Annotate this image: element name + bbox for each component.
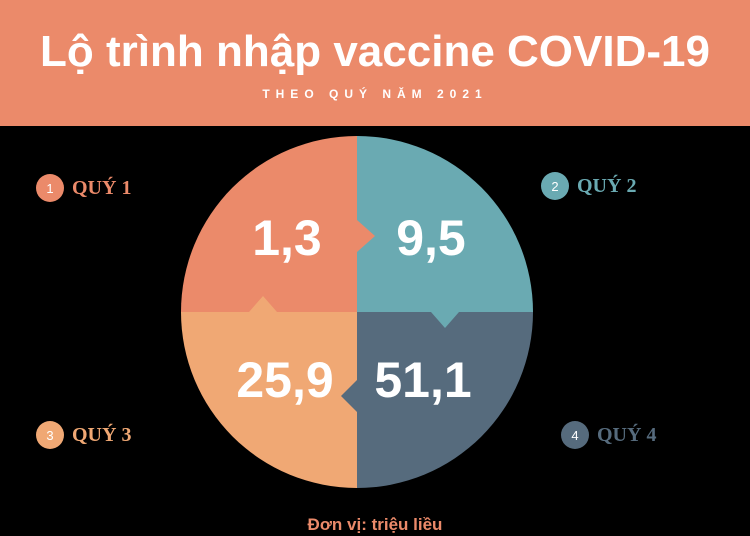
header-banner: Lộ trình nhập vaccine COVID-19 THEO QUÝ … bbox=[0, 0, 750, 126]
legend-item-q2: 2 QUÝ 2 bbox=[541, 172, 636, 200]
puzzle-tab-q2-down bbox=[431, 312, 459, 328]
value-label-q1: 1,3 bbox=[252, 210, 322, 266]
legend-label-q3: QUÝ 3 bbox=[72, 423, 132, 446]
legend-item-q1: 1 QUÝ 1 bbox=[36, 174, 131, 202]
legend-badge-3: 3 bbox=[36, 421, 64, 449]
pie-slice-q3 bbox=[181, 312, 357, 488]
legend-badge-2: 2 bbox=[541, 172, 569, 200]
puzzle-tab-q1-right bbox=[357, 220, 375, 252]
page-subtitle: THEO QUÝ NĂM 2021 bbox=[262, 87, 488, 101]
legend-item-q3: 3 QUÝ 3 bbox=[36, 421, 131, 449]
legend-item-q4: 4 QUÝ 4 bbox=[561, 421, 656, 449]
legend-label-q2: QUÝ 2 bbox=[577, 174, 637, 197]
puzzle-tab-q3-up bbox=[249, 296, 277, 312]
value-label-q4: 51,1 bbox=[374, 352, 471, 408]
legend-label-q4: QUÝ 4 bbox=[597, 423, 657, 446]
legend-badge-1: 1 bbox=[36, 174, 64, 202]
legend-badge-4: 4 bbox=[561, 421, 589, 449]
puzzle-tab-q4-left bbox=[341, 380, 357, 412]
value-label-q2: 9,5 bbox=[396, 210, 466, 266]
value-label-q3: 25,9 bbox=[236, 352, 333, 408]
pie-slice-q1 bbox=[181, 136, 357, 312]
pie-slice-q4 bbox=[357, 312, 533, 488]
legend-label-q1: QUÝ 1 bbox=[72, 176, 132, 199]
unit-note: Đơn vị: triệu liều bbox=[307, 515, 443, 534]
pie-slice-q2 bbox=[357, 136, 533, 312]
page-title: Lộ trình nhập vaccine COVID-19 bbox=[40, 27, 710, 76]
